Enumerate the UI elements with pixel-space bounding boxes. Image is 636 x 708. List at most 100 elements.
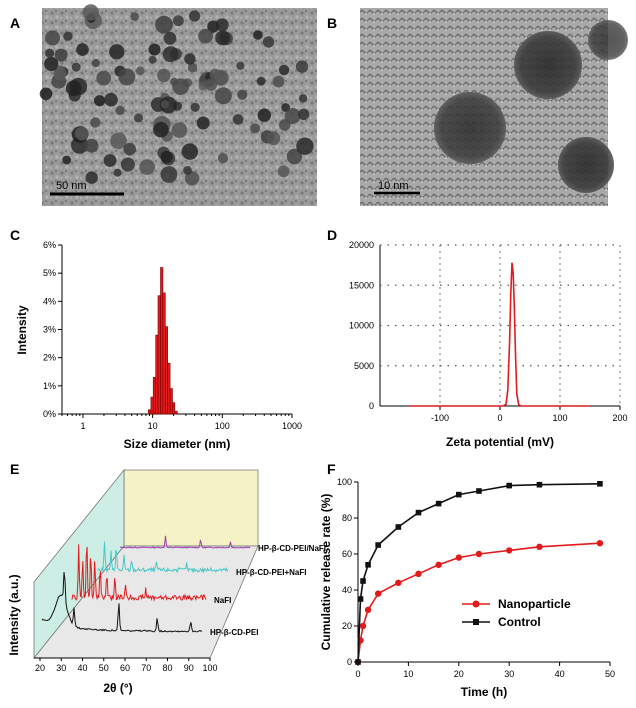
nanoparticle-dot bbox=[104, 92, 118, 107]
c-bar bbox=[162, 292, 166, 415]
e-x-tick-label: 80 bbox=[162, 663, 172, 673]
f-point bbox=[536, 543, 543, 550]
e-x-tick-label: 90 bbox=[184, 663, 194, 673]
d-y-tick-label: 0 bbox=[369, 401, 374, 411]
c-bar bbox=[160, 267, 164, 415]
c-x-axis-title: Size diameter (nm) bbox=[124, 437, 231, 451]
panel-label-b: B bbox=[327, 15, 337, 31]
nanoparticle-dot bbox=[155, 15, 173, 34]
nanoparticle-dot bbox=[266, 131, 281, 146]
nanoparticle-dot bbox=[82, 4, 100, 21]
nanoparticle-dot bbox=[162, 46, 179, 63]
e-series-label: HP-β-CD-PEI bbox=[210, 628, 258, 637]
f-point bbox=[374, 590, 382, 597]
nanoparticle-dot bbox=[90, 117, 101, 128]
nanoparticle-dot bbox=[63, 31, 73, 41]
f-series-line bbox=[357, 483, 600, 663]
nanoparticle-dot bbox=[148, 43, 161, 56]
nanoparticle-dot bbox=[184, 53, 196, 65]
f-point bbox=[506, 482, 512, 489]
nanoparticle-dot bbox=[181, 143, 199, 160]
c-bar bbox=[148, 409, 152, 415]
e-series-label: HP-β-CD-PEI+NaFI bbox=[236, 568, 306, 577]
f-point bbox=[455, 554, 462, 561]
f-point bbox=[359, 622, 367, 630]
f-point bbox=[435, 561, 442, 568]
nanoparticle-dot bbox=[148, 55, 157, 64]
nanoparticle-dot bbox=[123, 142, 136, 156]
f-point bbox=[415, 570, 422, 577]
nanoparticle-dot bbox=[204, 78, 218, 91]
f-y-tick-label: 100 bbox=[337, 477, 352, 487]
c-bar bbox=[152, 377, 156, 415]
nanoparticle-dot bbox=[189, 10, 201, 22]
nanoparticle-dot bbox=[284, 108, 301, 124]
chart-size-distribution: Intensity Size diameter (nm) 1 10 100 1000 0… bbox=[15, 240, 302, 451]
e-x-tick-label: 70 bbox=[141, 663, 151, 673]
nanoparticle-dot bbox=[257, 108, 271, 122]
nanoparticle-dot bbox=[62, 155, 72, 165]
nanoparticle-dot bbox=[76, 43, 89, 56]
nanoparticle-dot bbox=[139, 159, 155, 175]
nanoparticle-dot bbox=[171, 122, 188, 138]
nanoparticle-dot bbox=[71, 62, 81, 72]
f-point bbox=[360, 578, 366, 584]
f-x-axis-title: Time (h) bbox=[461, 685, 507, 699]
nanoparticle-dot bbox=[157, 68, 171, 83]
c-x-tick-label: 1000 bbox=[282, 421, 302, 431]
f-point bbox=[355, 659, 361, 665]
e-x-tick-label: 30 bbox=[56, 663, 66, 673]
e-x-tick-label: 60 bbox=[120, 663, 130, 673]
f-legend-marker bbox=[473, 619, 479, 625]
nanoparticle-dot bbox=[84, 138, 99, 153]
f-point bbox=[365, 562, 371, 568]
d-x-axis-title: Zeta potential (mV) bbox=[446, 435, 554, 449]
nanoparticle-dot bbox=[250, 123, 261, 134]
nanoparticle-dot bbox=[91, 59, 100, 68]
f-x-tick-label: 30 bbox=[504, 669, 514, 679]
e-x-tick-label: 50 bbox=[99, 663, 109, 673]
c-y-tick-label: 5% bbox=[43, 268, 56, 278]
e-y-axis-title: Intensity (a.u.) bbox=[7, 574, 21, 655]
c-y-axis-title: Intensity bbox=[15, 305, 29, 355]
e-x-axis-title: 2θ (°) bbox=[103, 681, 132, 695]
nanoparticle-dot bbox=[160, 100, 169, 109]
nanoparticle-dot bbox=[256, 76, 266, 86]
nanoparticle-dot bbox=[163, 31, 177, 45]
f-point bbox=[395, 524, 402, 530]
c-y-tick-label: 1% bbox=[43, 381, 56, 391]
nanoparticle-dot bbox=[184, 171, 200, 186]
f-point bbox=[536, 481, 543, 488]
f-legend-label: Nanoparticle bbox=[498, 597, 571, 611]
f-point bbox=[596, 540, 604, 547]
f-point bbox=[506, 547, 513, 554]
f-y-axis-title: Cumulative release rate (%) bbox=[319, 494, 333, 651]
nanoparticle-dot bbox=[39, 87, 53, 101]
f-point bbox=[415, 509, 422, 516]
f-point bbox=[597, 481, 603, 487]
d-x-tick-label: -100 bbox=[431, 413, 449, 423]
nanoparticle-dot bbox=[286, 148, 303, 165]
f-legend-label: Control bbox=[498, 615, 541, 629]
c-y-tick-label: 0% bbox=[43, 409, 56, 419]
f-point bbox=[476, 488, 482, 494]
d-x-tick-label: 100 bbox=[552, 413, 567, 423]
f-y-tick-label: 20 bbox=[342, 621, 352, 631]
f-y-tick-label: 40 bbox=[342, 585, 352, 595]
nanoparticle-dot bbox=[45, 48, 55, 58]
nanoparticle-dot bbox=[209, 68, 221, 80]
nanoparticle-dot bbox=[196, 116, 210, 130]
c-y-tick-label: 2% bbox=[43, 353, 56, 363]
e-xrd-trace bbox=[41, 571, 203, 633]
nanoparticle-dot bbox=[160, 150, 173, 164]
c-y-tick-label: 3% bbox=[43, 325, 56, 335]
nanoparticle-dot bbox=[278, 119, 291, 131]
f-y-tick-label: 0 bbox=[347, 657, 352, 667]
c-y-tick-label: 4% bbox=[43, 296, 56, 306]
scale-bar-label-a: 50 nm bbox=[56, 180, 87, 192]
c-x-tick-label: 1 bbox=[80, 421, 85, 431]
f-point bbox=[456, 491, 462, 498]
f-point bbox=[475, 550, 483, 558]
f-x-tick-label: 0 bbox=[355, 669, 360, 679]
